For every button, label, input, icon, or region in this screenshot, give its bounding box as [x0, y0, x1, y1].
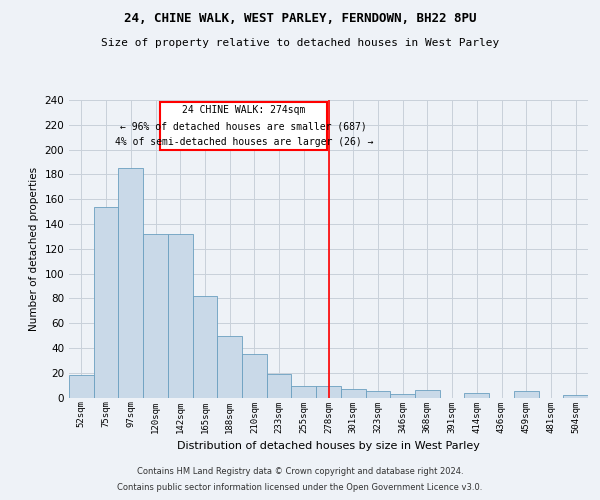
Bar	[69, 375, 94, 398]
Bar	[242, 354, 267, 398]
FancyBboxPatch shape	[160, 102, 327, 150]
Bar	[94, 206, 118, 398]
Bar	[365, 392, 390, 398]
Y-axis label: Number of detached properties: Number of detached properties	[29, 166, 39, 331]
X-axis label: Distribution of detached houses by size in West Parley: Distribution of detached houses by size …	[177, 441, 480, 451]
Bar	[267, 374, 292, 398]
Bar	[292, 386, 316, 398]
Bar	[464, 392, 489, 398]
Bar	[341, 389, 365, 398]
Bar	[118, 168, 143, 398]
Bar	[390, 394, 415, 398]
Bar	[415, 390, 440, 398]
Bar	[143, 234, 168, 398]
Text: 24 CHINE WALK: 274sqm
← 96% of detached houses are smaller (687)
4% of semi-deta: 24 CHINE WALK: 274sqm ← 96% of detached …	[115, 106, 373, 146]
Bar	[316, 386, 341, 398]
Text: Contains HM Land Registry data © Crown copyright and database right 2024.: Contains HM Land Registry data © Crown c…	[137, 467, 463, 476]
Text: 24, CHINE WALK, WEST PARLEY, FERNDOWN, BH22 8PU: 24, CHINE WALK, WEST PARLEY, FERNDOWN, B…	[124, 12, 476, 26]
Text: Size of property relative to detached houses in West Parley: Size of property relative to detached ho…	[101, 38, 499, 48]
Bar	[514, 392, 539, 398]
Text: Contains public sector information licensed under the Open Government Licence v3: Contains public sector information licen…	[118, 484, 482, 492]
Bar	[168, 234, 193, 398]
Bar	[563, 395, 588, 398]
Bar	[193, 296, 217, 398]
Bar	[217, 336, 242, 398]
